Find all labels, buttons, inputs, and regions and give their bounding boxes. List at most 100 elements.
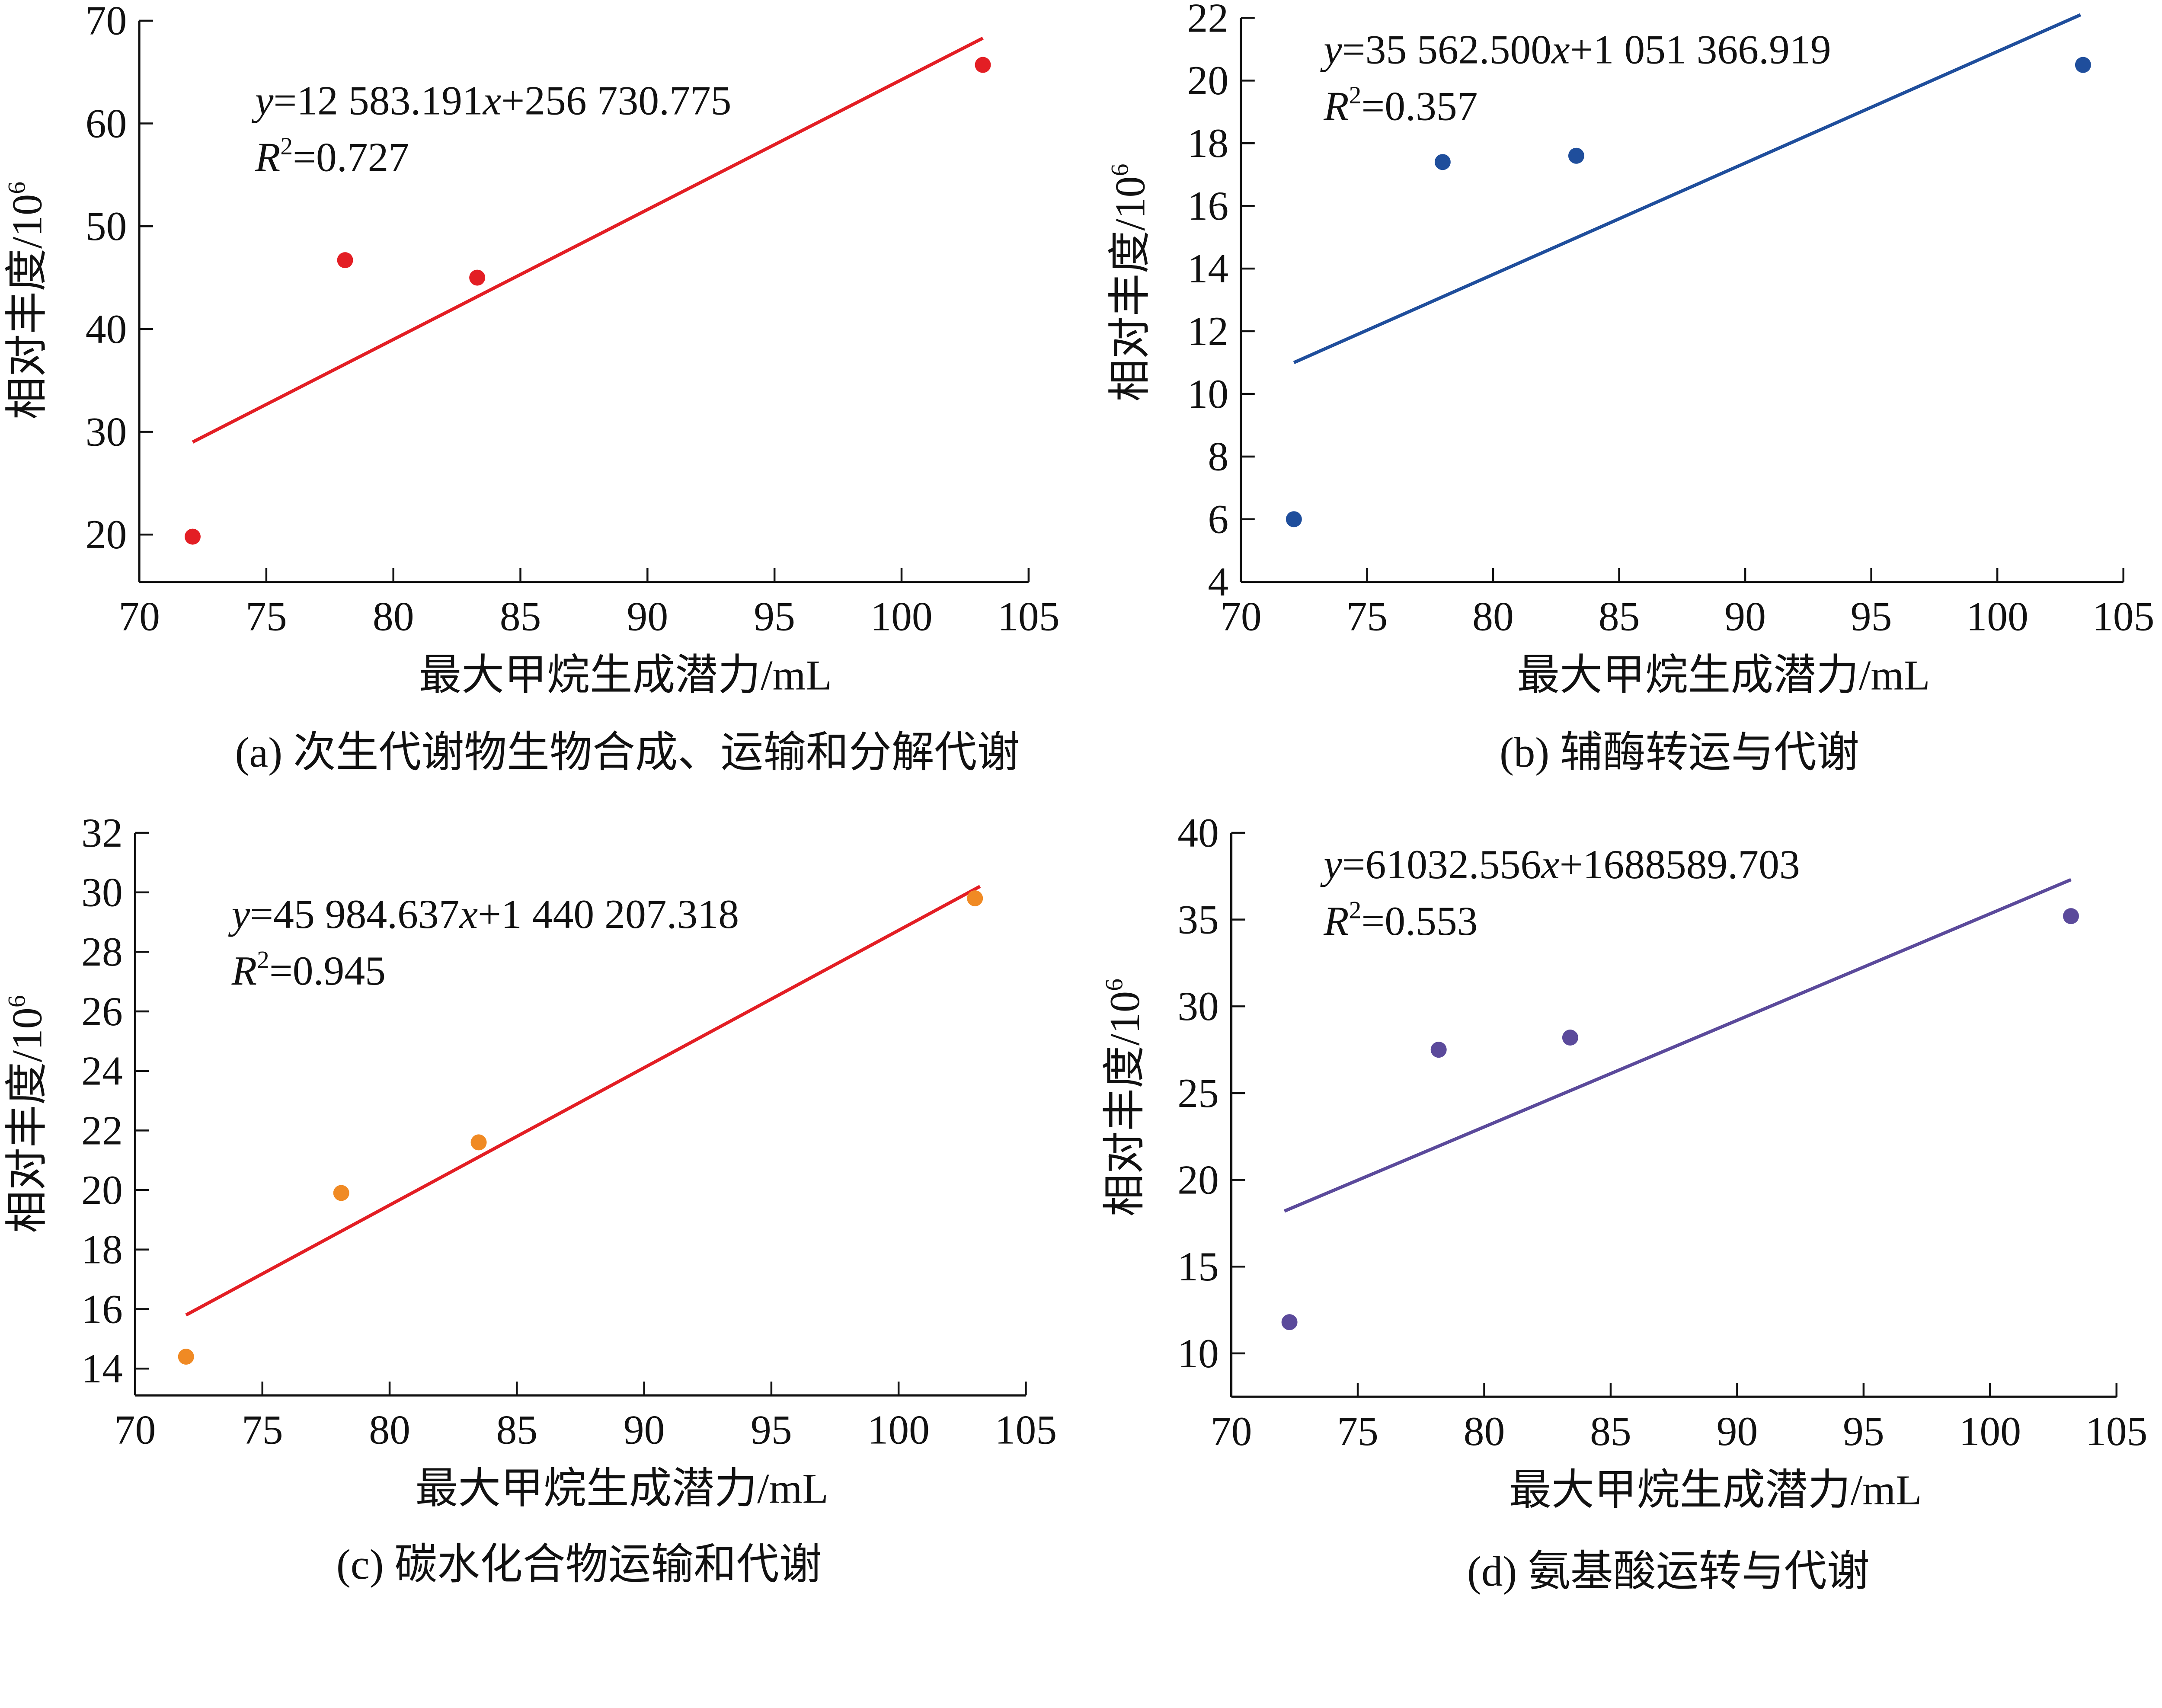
y-tick-label: 10 — [1177, 1331, 1219, 1376]
x-tick-label: 70 — [1211, 1408, 1252, 1454]
data-point — [1562, 1030, 1578, 1046]
y-label-text: 相对丰度/10 — [4, 194, 51, 420]
y-tick-label: 6 — [1208, 496, 1228, 542]
eq-x: x — [1540, 841, 1559, 887]
data-point — [1430, 1042, 1447, 1058]
y-tick-label: 30 — [1177, 983, 1219, 1029]
eq-coef: =45 984.637 — [250, 891, 459, 937]
fit-line — [1293, 13, 2082, 364]
eq-x: x — [1551, 27, 1570, 73]
x-tick-label: 95 — [754, 593, 795, 639]
y-label-sup: 6 — [3, 995, 30, 1008]
regression-equation: y=45 984.637x+1 440 207.318 — [228, 891, 739, 937]
x-tick-label: 105 — [2092, 593, 2154, 639]
data-point — [178, 1349, 194, 1365]
x-tick-label: 100 — [1966, 593, 2028, 639]
eq-intercept: +256 730.775 — [501, 78, 731, 124]
r-squared: R2=0.727 — [255, 133, 409, 180]
y-tick-label: 70 — [86, 0, 127, 44]
x-tick-label: 75 — [242, 1407, 283, 1453]
data-point — [2075, 57, 2091, 73]
x-tick-label: 70 — [1220, 593, 1262, 639]
x-tick-label: 70 — [115, 1407, 156, 1453]
x-tick-label: 90 — [624, 1407, 665, 1453]
y-tick-label: 22 — [81, 1107, 123, 1153]
y-axis-label: 相对丰度/106 — [3, 995, 51, 1233]
y-label-sup: 6 — [1101, 979, 1128, 991]
y-tick-label: 15 — [1177, 1244, 1219, 1289]
r-squared: R2=0.553 — [1323, 897, 1478, 944]
y-label-text: 相对丰度/10 — [1107, 176, 1154, 402]
y-tick-label: 32 — [81, 810, 123, 856]
r-sup: 2 — [280, 133, 293, 160]
y-axis-label: 相对丰度/106 — [1106, 164, 1154, 402]
y-label-text: 相对丰度/10 — [1101, 991, 1148, 1217]
x-tick-label: 95 — [1851, 593, 1892, 639]
x-tick-label: 105 — [2085, 1408, 2147, 1454]
y-tick-label: 50 — [86, 203, 127, 249]
r-symbol: R — [1323, 83, 1349, 129]
y-tick-label: 4 — [1208, 559, 1228, 605]
x-tick-label: 95 — [751, 1407, 792, 1453]
r-sup: 2 — [257, 947, 269, 974]
y-label-sup: 6 — [1106, 164, 1133, 176]
y-tick-label: 8 — [1208, 434, 1228, 480]
x-tick-label: 80 — [369, 1407, 410, 1453]
x-tick-label: 105 — [998, 593, 1059, 639]
fit-line — [192, 36, 984, 444]
eq-y: y — [252, 78, 274, 124]
chart-panel-b: 70 75 80 85 90 95 100 105 4 6 8 10 12 14 16 18 20 22 y=35 … — [1106, 0, 2154, 776]
x-tick-label: 100 — [867, 1407, 929, 1453]
y-label-sup: 6 — [3, 182, 30, 194]
x-tick-label: 105 — [995, 1407, 1057, 1453]
r-value: =0.357 — [1361, 83, 1478, 129]
y-tick-label: 20 — [86, 512, 127, 557]
y-tick-label: 25 — [1177, 1070, 1219, 1116]
eq-y: y — [228, 891, 250, 937]
y-tick-label: 26 — [81, 988, 123, 1034]
y-axis-label: 相对丰度/106 — [1101, 979, 1148, 1216]
regression-equation: y=12 583.191x+256 730.775 — [252, 78, 732, 124]
x-axis-label: 最大甲烷生成潜力/mL — [419, 652, 832, 699]
data-point — [184, 528, 201, 545]
eq-intercept: +1 051 366.919 — [1570, 27, 1831, 73]
eq-intercept: +1 440 207.318 — [478, 891, 739, 937]
x-tick-label: 85 — [496, 1407, 538, 1453]
y-label-text: 相对丰度/10 — [4, 1008, 51, 1233]
x-tick-label: 70 — [118, 593, 160, 639]
data-point — [2063, 908, 2079, 924]
r-value: =0.727 — [293, 134, 409, 180]
x-axis-label: 最大甲烷生成潜力/mL — [1509, 1467, 1922, 1514]
y-tick-label: 18 — [1187, 120, 1229, 166]
y-tick-label: 24 — [81, 1048, 123, 1094]
r-symbol: R — [231, 948, 257, 994]
x-tick-label: 80 — [373, 593, 414, 639]
x-tick-label: 90 — [1724, 593, 1766, 639]
r-symbol: R — [255, 134, 280, 180]
fit-line — [185, 885, 981, 1317]
panel-caption: (b) 辅酶转运与代谢 — [1500, 729, 1859, 776]
x-tick-label: 90 — [627, 593, 668, 639]
r-value: =0.553 — [1361, 898, 1478, 944]
y-tick-label: 16 — [81, 1286, 123, 1332]
x-tick-label: 75 — [246, 593, 287, 639]
chart-panel-a: 70 75 80 85 90 95 100 105 20 30 40 50 60 70 y=12 583.1… — [3, 0, 1059, 776]
eq-y: y — [1320, 841, 1342, 887]
eq-y: y — [1320, 27, 1342, 73]
data-point — [1568, 147, 1584, 164]
data-point — [1281, 1314, 1298, 1331]
x-tick-label: 90 — [1717, 1408, 1758, 1454]
y-tick-label: 12 — [1187, 308, 1229, 354]
panel-caption: (a) 次生代谢物生物合成、运输和分解代谢 — [235, 729, 1020, 776]
x-tick-label: 80 — [1472, 593, 1514, 639]
data-point — [333, 1185, 349, 1201]
chart-panel-c: 70 75 80 85 90 95 100 10514161820222426283032y=… — [3, 810, 1057, 1588]
x-tick-label: 85 — [1599, 593, 1640, 639]
eq-x: x — [459, 891, 478, 937]
data-point — [469, 269, 486, 286]
x-tick-label: 80 — [1464, 1408, 1505, 1454]
x-tick-label: 75 — [1337, 1408, 1378, 1454]
y-tick-label: 60 — [86, 100, 127, 146]
fit-line — [1283, 878, 2072, 1213]
